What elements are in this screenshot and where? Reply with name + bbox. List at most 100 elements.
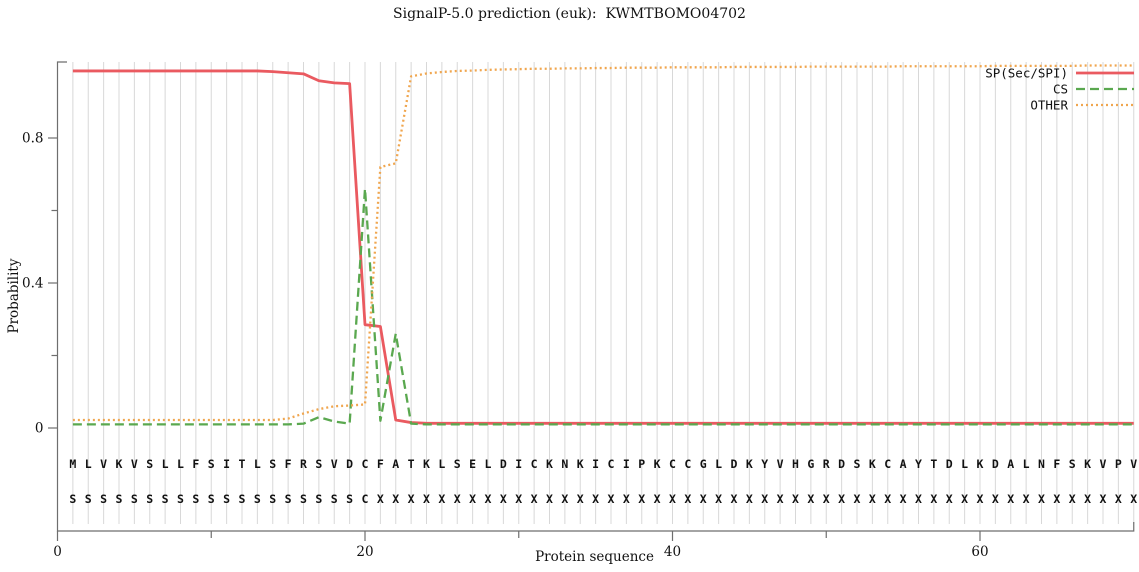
annotation-letter: X [1084,492,1091,506]
annotation-letter: X [992,492,999,506]
residue-letter: V [777,457,784,471]
gridlines [72,62,1135,524]
residue-letter: A [1007,457,1014,471]
annotation-letter: X [577,492,584,506]
annotation-letter: X [961,492,968,506]
residue-letter: Y [761,457,768,471]
residue-letter: S [315,457,322,471]
residue-letter: S [454,457,461,471]
annotation-letter: S [285,492,292,506]
annotation-letter: X [761,492,768,506]
annotation-letter: X [438,492,445,506]
annotation-letter: S [208,492,215,506]
residue-letter: T [408,457,415,471]
annotation-letter: X [1130,492,1137,506]
annotation-letter: S [223,492,230,506]
annotation-letter: X [1007,492,1014,506]
annotation-letter: X [515,492,522,506]
residue-letter: D [500,457,507,471]
annotation-letter: X [884,492,891,506]
residue-letter: V [131,457,138,471]
annotation-letter: S [116,492,123,506]
residue-letter: T [239,457,246,471]
annotation-letter: X [1023,492,1030,506]
residue-letter: V [100,457,107,471]
residue-letter: S [854,457,861,471]
residue-letter: K [746,457,753,471]
annotation-letter: X [485,492,492,506]
annotation-letter: S [69,492,76,506]
residue-letter: P [1115,457,1122,471]
annotation-letter: X [715,492,722,506]
residue-letter: F [377,457,384,471]
annotation-letter: S [239,492,246,506]
residue-letter: C [884,457,891,471]
annotation-letter: X [392,492,399,506]
annotation-letter: X [731,492,738,506]
x-tick-label: 20 [356,544,373,560]
x-axis-label: Protein sequence [535,549,654,565]
residue-letter: K [977,457,984,471]
annotation-letter: S [269,492,276,506]
annotation-letter: X [946,492,953,506]
residue-letter: L [177,457,184,471]
legend-label: SP(Sec/SPI) [985,66,1068,81]
residue-letter: D [731,457,738,471]
annotation-letter: S [177,492,184,506]
residue-letter: E [469,457,476,471]
annotation-letter: X [900,492,907,506]
residue-letter: S [1069,457,1076,471]
residue-letter: T [930,457,937,471]
annotation-letter: X [915,492,922,506]
residue-letter: M [69,457,76,471]
x-tick-label: 60 [971,544,988,560]
annotation-letter: X [807,492,814,506]
residue-letter: N [1038,457,1045,471]
residue-letter: K [546,457,553,471]
annotation-letter: X [531,492,538,506]
annotation-letter: X [746,492,753,506]
residue-letter: A [900,457,907,471]
residue-letter: K [654,457,661,471]
annotation-letter: S [192,492,199,506]
annotation-letter: C [362,492,369,506]
annotation-letter: X [423,492,430,506]
annotation-letter: S [146,492,153,506]
residue-letter: C [362,457,369,471]
annotation-letter: X [469,492,476,506]
series-line-sp-sec-spi- [72,69,1134,425]
annotation-letter: X [454,492,461,506]
annotation-letter: X [592,492,599,506]
legend-label: CS [1053,82,1068,97]
annotation-letter: X [823,492,830,506]
annotation-letter: X [500,492,507,506]
y-tick-label: 0 [35,421,44,437]
annotation-letter: S [85,492,92,506]
annotation-letter: X [669,492,676,506]
residue-letter: C [608,457,615,471]
residue-letter: R [300,457,307,471]
annotation-letter: X [977,492,984,506]
annotation-letter: X [838,492,845,506]
residue-letter: G [700,457,707,471]
residue-letter: D [346,457,353,471]
residue-letter: K [116,457,123,471]
annotation-letter: X [561,492,568,506]
residue-letter: I [592,457,599,471]
legend-label: OTHER [1030,98,1068,113]
residue-letter: V [1100,457,1107,471]
residue-letter: F [285,457,292,471]
residue-letter: C [669,457,676,471]
residue-letter: L [254,457,261,471]
residue-letter: D [946,457,953,471]
residue-letter: D [838,457,845,471]
residue-letter: S [208,457,215,471]
annotation-letter: X [377,492,384,506]
annotation-letter: X [623,492,630,506]
x-axis-ticks: 0 20 40 60 [53,531,989,560]
residue-letter: R [823,457,830,471]
residue-letter: P [638,457,645,471]
residue-letter: F [192,457,199,471]
